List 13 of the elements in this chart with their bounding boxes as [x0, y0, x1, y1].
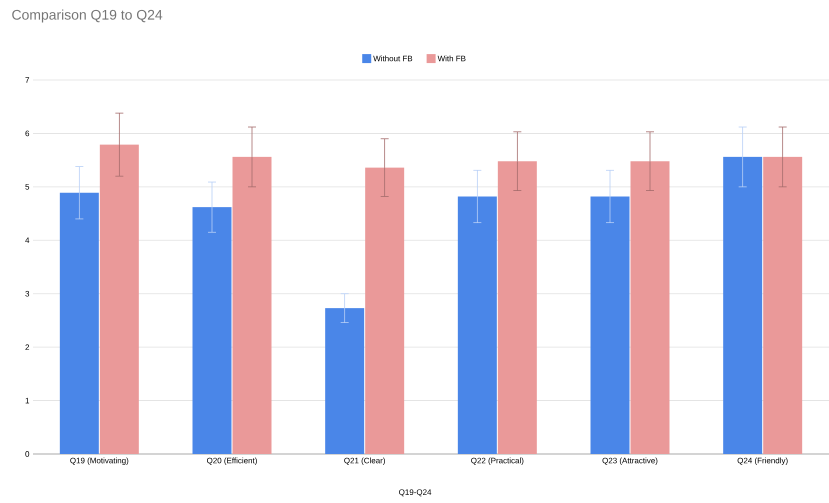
- chart-title: Comparison Q19 to Q24: [12, 9, 162, 22]
- bar: [630, 161, 670, 454]
- bar: [590, 196, 630, 454]
- bar: [498, 161, 537, 454]
- bar: [325, 308, 364, 454]
- bar: [458, 196, 497, 454]
- bar: [723, 156, 762, 454]
- bar: [365, 168, 404, 454]
- bar: [60, 192, 99, 454]
- bar: [763, 156, 802, 454]
- bar: [232, 156, 272, 454]
- bar: [100, 144, 139, 454]
- bar: [192, 207, 232, 454]
